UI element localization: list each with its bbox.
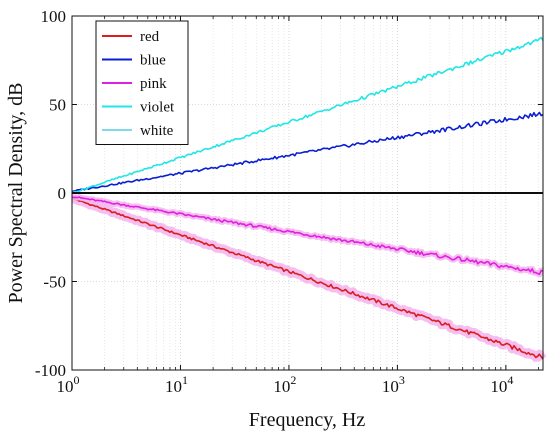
legend-label-pink: pink	[140, 76, 167, 92]
legend-label-red: red	[140, 29, 160, 45]
series-line-blue	[71, 111, 544, 193]
series-line-violet	[71, 36, 544, 195]
y-tick-label: -100	[35, 361, 66, 380]
legend-label-violet: violet	[140, 100, 175, 116]
legend-label-blue: blue	[140, 53, 166, 69]
series-line-red	[71, 197, 544, 360]
x-tick-label: 103	[382, 373, 405, 396]
x-tick-label: 104	[490, 373, 513, 396]
x-tick-label: 101	[165, 373, 188, 396]
y-tick-label: 50	[49, 96, 66, 115]
legend: red blue pink violet white	[95, 20, 189, 145]
x-axis-title: Frequency, Hz	[249, 409, 366, 431]
y-tick-label: -50	[43, 273, 66, 292]
ticks: 100 101 102 103 104 100 50 0 -50 -100	[35, 7, 543, 396]
y-tick-label: 100	[41, 7, 67, 26]
series-line-pink	[71, 196, 544, 276]
x-tick-label: 100	[57, 373, 80, 396]
legend-label-white: white	[140, 123, 174, 139]
y-axis-title: Power Spectral Density, dB	[5, 83, 27, 304]
x-tick-label: 102	[273, 373, 296, 396]
series-layer	[69, 36, 547, 362]
y-tick-label: 0	[58, 184, 67, 203]
